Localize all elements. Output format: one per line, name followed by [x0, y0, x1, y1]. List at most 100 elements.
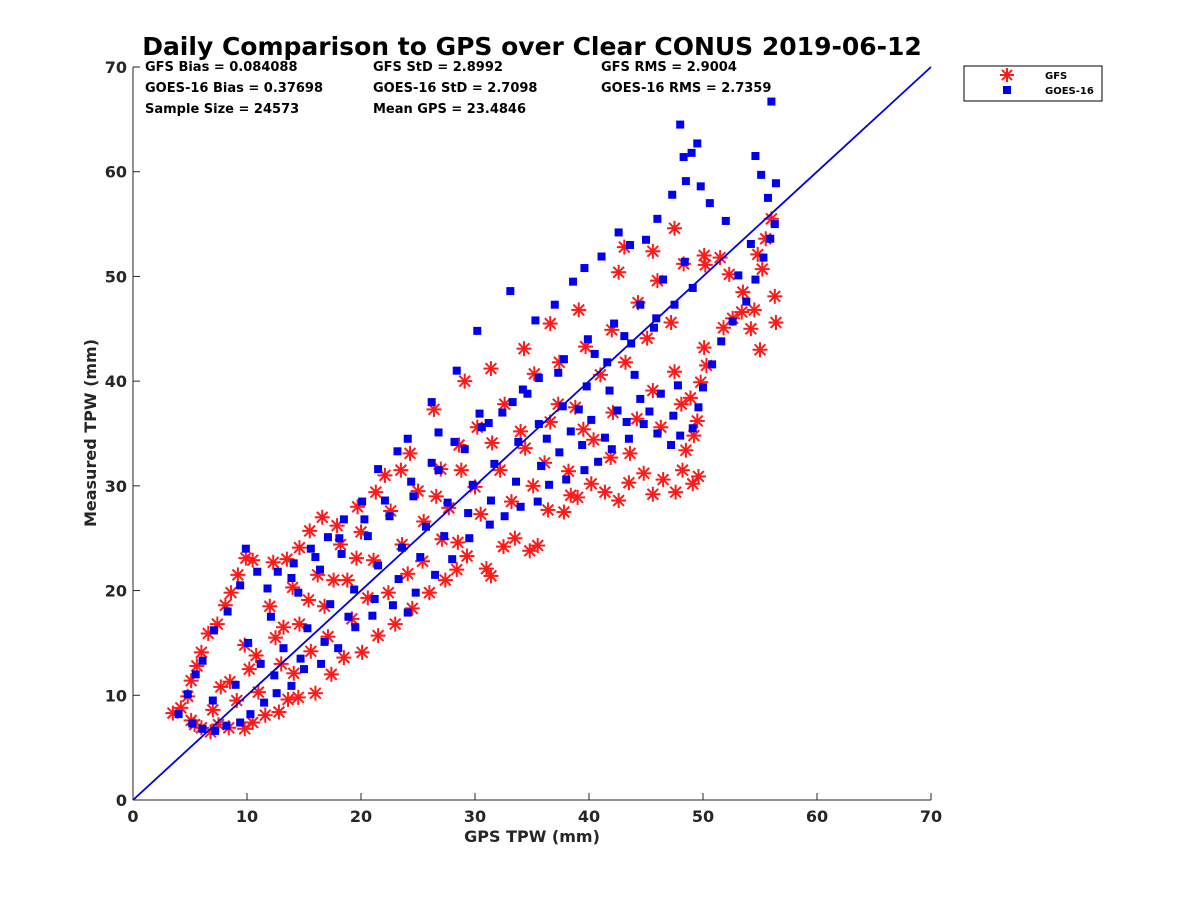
gfs-point — [285, 579, 301, 595]
x-tick-label: 0 — [127, 807, 138, 826]
gfs-point — [571, 302, 587, 318]
goes-point — [475, 409, 484, 418]
gfs-point — [570, 489, 586, 505]
goes-point — [300, 665, 308, 674]
gfs-point — [673, 396, 689, 412]
goes-point — [594, 457, 603, 466]
goes-point — [721, 216, 730, 225]
goes-point — [421, 522, 430, 531]
stats-annotations: GFS Bias = 0.084088 GFS StD = 2.8992 GFS… — [145, 60, 771, 117]
gfs-point — [459, 548, 475, 564]
goes-point — [266, 612, 275, 621]
legend-goes-square — [1003, 86, 1011, 94]
goes-point — [757, 170, 766, 179]
gfs-point — [645, 486, 661, 502]
goes-point — [208, 696, 217, 705]
goes-point — [542, 434, 551, 443]
legend-gfs-label: GFS — [1045, 71, 1067, 82]
y-tick-label: 50 — [105, 267, 127, 286]
goes-point — [597, 252, 606, 261]
gfs-point — [205, 702, 221, 718]
gfs-point — [223, 585, 239, 601]
goes-point — [363, 532, 372, 541]
goes-point — [490, 459, 499, 468]
goes-point — [241, 544, 250, 553]
goes-point — [645, 407, 654, 416]
goes-point — [603, 358, 612, 367]
legend-goes-label: GOES-16 — [1045, 86, 1094, 97]
goes-point — [676, 431, 685, 440]
data-points — [165, 97, 784, 740]
goes-point — [407, 477, 416, 486]
gfs-point — [540, 502, 556, 518]
gfs-point — [526, 366, 542, 382]
goes-point — [696, 182, 705, 191]
goes-point — [555, 448, 564, 457]
gfs-point — [617, 354, 633, 370]
gfs-point — [667, 220, 682, 236]
goes-point — [464, 509, 473, 518]
gfs-point — [583, 476, 599, 492]
gfs-point — [597, 484, 613, 500]
y-tick-label: 60 — [105, 163, 127, 182]
goes-point — [460, 445, 469, 454]
gfs-point — [303, 643, 319, 659]
goes-point — [188, 719, 197, 728]
goes-point — [358, 497, 367, 506]
goes-point — [253, 567, 262, 576]
gfs-point — [241, 661, 257, 677]
goes-point — [533, 497, 542, 506]
goes-point — [222, 721, 231, 730]
gfs-point — [354, 644, 370, 660]
legend-gfs-marker — [1000, 68, 1014, 82]
goes-point — [613, 406, 622, 415]
y-tick-label: 20 — [105, 582, 127, 601]
goes-point — [624, 434, 633, 443]
gfs-point — [752, 342, 768, 358]
goes-point — [770, 220, 779, 229]
goes-point — [473, 326, 482, 335]
gfs-point — [484, 435, 500, 451]
gfs-point — [268, 630, 283, 646]
goes-point — [688, 424, 697, 433]
goes-point — [681, 177, 690, 186]
x-tick-label: 40 — [578, 807, 600, 826]
goes-point — [679, 153, 688, 162]
gfs-point — [275, 619, 291, 635]
gfs-point — [507, 530, 523, 546]
goes-point — [653, 214, 662, 223]
goes-point — [236, 581, 245, 590]
gfs-point — [326, 572, 342, 588]
chart-title: Daily Comparison to GPS over Clear CONUS… — [142, 32, 922, 61]
gfs-point — [721, 266, 737, 282]
goes-point — [306, 544, 315, 553]
goes-point — [244, 638, 253, 647]
goes-point — [728, 317, 737, 326]
gfs-point — [257, 707, 273, 723]
gfs-std-text: GFS StD = 2.8992 — [373, 60, 503, 75]
goes-point — [344, 612, 353, 621]
goes-point — [534, 420, 543, 429]
goes-point — [562, 475, 571, 484]
goes-point — [582, 382, 591, 391]
gfs-point — [622, 445, 638, 461]
gfs-point — [697, 257, 713, 273]
goes-point — [508, 398, 517, 407]
goes-point — [626, 241, 635, 250]
goes-point — [717, 337, 726, 346]
gfs-point — [393, 462, 409, 478]
goes-point — [514, 437, 523, 446]
gfs-point — [248, 647, 264, 663]
goes-point — [209, 626, 218, 635]
goes-point — [374, 561, 383, 570]
x-tick-label: 60 — [806, 807, 828, 826]
gfs-point — [302, 523, 318, 539]
goes-point — [334, 644, 343, 653]
gfs-point — [370, 628, 386, 644]
gfs-point — [542, 316, 558, 332]
goes-point — [360, 515, 369, 524]
goes-point — [649, 323, 658, 332]
gfs-point — [746, 302, 762, 318]
gfs-point — [230, 567, 246, 583]
goes-point — [335, 534, 344, 543]
